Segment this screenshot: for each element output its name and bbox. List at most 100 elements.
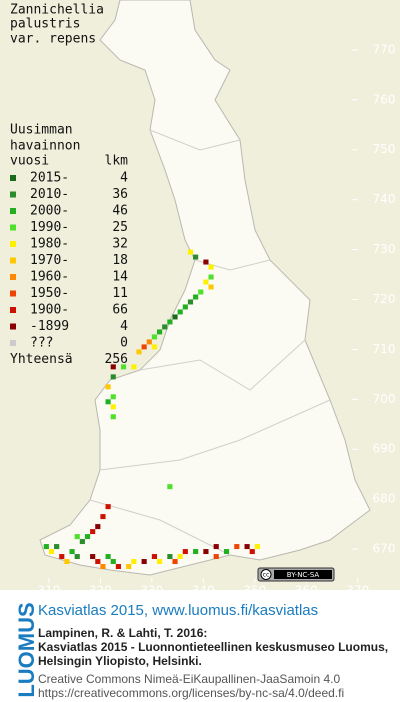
record-square [110,394,116,400]
record-square [126,564,132,570]
legend-swatch [10,191,16,198]
y-tick-label: 760 [373,92,396,106]
record-square [182,304,188,310]
record-square [213,554,219,560]
record-square [167,319,173,325]
record-square [187,299,194,305]
title-line: palustris [10,17,80,32]
record-square [90,554,96,560]
y-tick-label: 720 [373,292,396,306]
legend-swatch [10,274,16,280]
record-square [48,549,55,555]
legend-swatch [10,175,16,181]
legend-count: 46 [112,204,128,219]
record-square [131,559,137,565]
citation: Kasviatlas 2015 - Luonnontieteellinen ke… [38,640,388,654]
record-square [131,364,137,370]
record-square [208,264,214,270]
y-tick-label: 680 [373,492,396,506]
record-square [193,254,199,260]
legend-label: 1980- [30,237,69,252]
record-square [177,554,183,560]
legend-label: 1900- [30,303,69,318]
record-square [254,544,260,550]
record-square [79,539,85,545]
legend-total: 256 [105,352,128,367]
record-square [64,559,70,565]
legend-label: 1990- [30,220,69,235]
x-tick-label: 350 [243,584,266,598]
record-square [105,554,111,560]
y-tick-label: 670 [373,542,396,556]
legend-label: 1970- [30,253,69,268]
records [43,249,260,570]
title-line: var. repens [10,32,96,47]
title-line: Zannichellia [10,3,104,18]
legend-header: vuosi [10,154,49,169]
license: https://creativecommons.org/licenses/by-… [38,686,344,700]
record-square [120,364,127,370]
legend-count: 4 [120,319,128,334]
legend-header: havainnon [10,139,80,154]
legend-label: 1950- [30,286,69,301]
record-square [172,559,178,565]
x-tick-label: 330 [140,584,163,598]
y-tick-label: 710 [373,342,396,356]
legend-swatch [10,208,16,214]
y-tick-label: 700 [373,392,396,406]
record-square [172,314,178,320]
legend-label: -1899 [30,319,69,334]
record-square [167,484,173,490]
x-tick-label: 360 [295,584,318,598]
legend-count: 36 [112,187,128,202]
x-tick-label: 340 [192,584,215,598]
license: Creative Commons Nimeä-EiKaupallinen-Jaa… [38,672,340,686]
record-square [74,554,80,560]
record-square [105,384,111,390]
legend-label: ??? [30,336,53,351]
legend-swatch [10,290,16,297]
record-square [84,534,91,540]
record-square [203,279,209,285]
record-square [244,544,250,550]
legend-swatch [10,323,16,330]
record-square [95,559,101,565]
y-tick-label: 770 [373,42,396,56]
record-square [100,514,106,520]
record-square [198,289,204,295]
region-border [139,339,306,391]
citation: Lampinen, R. & Lahti, T. 2016: [38,626,207,640]
x-tick-label: 320 [89,584,112,598]
record-square [193,549,199,555]
record-square [110,559,116,565]
record-square [69,549,75,555]
record-square [208,274,214,280]
record-square [105,504,111,510]
badge-icon [260,569,272,580]
legend-count: 18 [112,253,128,268]
record-square [136,349,142,355]
citation: Helsingin Yliopisto, Helsinki. [38,654,202,668]
badge-label: BY-NC-SA [287,571,320,579]
badge-icon-text: cc [263,572,270,579]
record-square [187,249,194,255]
legend-swatch [10,224,16,231]
legend-swatch [10,307,16,313]
footer-bg [0,590,400,702]
legend-count: 66 [112,303,128,318]
y-tick-label: 730 [373,242,396,256]
legend-count: 25 [112,220,128,235]
record-square [141,559,147,565]
record-square [177,309,183,315]
region-border [89,499,231,556]
legend-count: 0 [120,336,128,351]
legend-label: 2000- [30,204,69,219]
y-tick-label: 740 [373,192,396,206]
record-square [110,414,116,420]
record-square [54,544,60,550]
legend-swatch [10,257,16,264]
y-tick-label: 690 [373,442,396,456]
